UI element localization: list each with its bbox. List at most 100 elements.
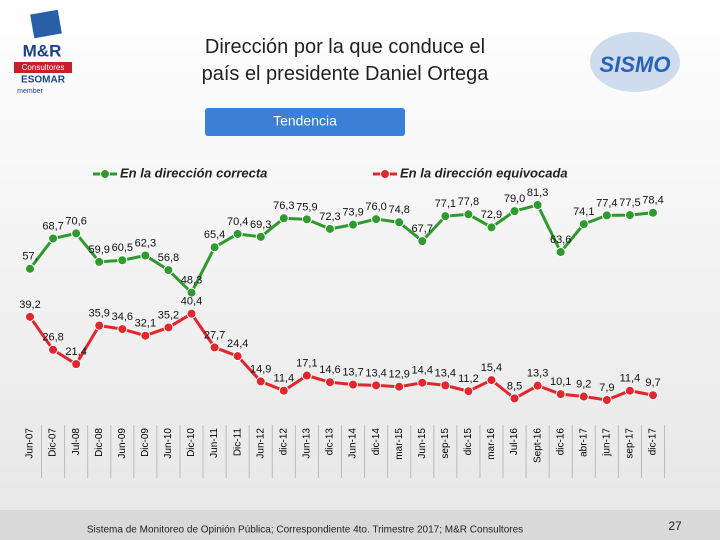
point [209, 342, 220, 353]
point [232, 228, 243, 239]
x-tick-label: Jul-16 [509, 428, 520, 456]
tab-button[interactable] [205, 108, 405, 136]
point [71, 359, 82, 370]
point [394, 381, 405, 392]
point [94, 320, 105, 331]
x-tick-label: sep-15 [440, 428, 451, 459]
x-tick-label: Jun-10 [163, 428, 174, 459]
data-label: 9,2 [576, 378, 591, 390]
data-label: 56,8 [158, 252, 179, 264]
point [48, 233, 59, 244]
point [624, 210, 635, 221]
logo-text: ESOMAR [21, 75, 66, 86]
point [140, 330, 151, 341]
data-label: 11,2 [458, 373, 479, 385]
point [324, 223, 335, 234]
data-label: 65,4 [204, 229, 225, 241]
data-label: 14,6 [319, 364, 340, 376]
data-label: 14,9 [250, 363, 271, 375]
data-label: 57, [22, 251, 37, 263]
tab-label[interactable]: Tendencia [273, 113, 337, 129]
point [486, 375, 497, 386]
data-label: 11,4 [620, 373, 641, 385]
data-label: 35,9 [89, 308, 110, 320]
x-tick-label: dic-17 [648, 428, 659, 456]
point [94, 256, 105, 267]
point [255, 231, 266, 242]
data-label: 59,9 [89, 244, 110, 256]
logo-text: SISMO [600, 52, 671, 77]
point [48, 344, 59, 355]
point [163, 265, 174, 276]
logo-left: M&R Consultores ESOMAR member [14, 9, 72, 95]
point [117, 255, 128, 266]
point [71, 228, 82, 239]
logo-band [14, 62, 72, 73]
chart-title: Dirección por la que conduce el país el p… [202, 36, 490, 85]
point [532, 380, 543, 391]
x-tick-label: mar-15 [394, 428, 405, 460]
footer-bar [0, 510, 720, 540]
point [25, 263, 35, 274]
data-label: 77,8 [458, 196, 479, 208]
x-tick-label: jun-17 [601, 428, 612, 457]
point [578, 391, 589, 402]
data-label: 77,1 [435, 198, 456, 210]
point [348, 219, 359, 230]
point [163, 322, 174, 333]
data-label: 24,4 [227, 338, 248, 350]
point [348, 379, 359, 390]
data-label: 11,4 [274, 373, 295, 385]
x-tick-label: Jun-11 [209, 428, 220, 458]
data-label: 60,5 [112, 242, 133, 254]
data-label: 78,4 [642, 195, 663, 207]
point [555, 389, 566, 400]
point [509, 206, 520, 217]
data-label: 13,7 [342, 366, 363, 378]
data-label: 15,4 [481, 362, 502, 374]
x-tick-label: Sept-16 [532, 428, 543, 463]
data-label: 7,9 [599, 382, 614, 394]
data-label: 32,1 [135, 318, 156, 330]
point [578, 219, 589, 230]
data-label: 13,4 [365, 367, 386, 379]
data-label: 8,5 [507, 380, 522, 392]
data-label: 13,3 [527, 368, 548, 380]
point [532, 200, 543, 210]
data-label: 72,9 [481, 209, 502, 221]
x-tick-label: Dic-11 [232, 428, 243, 457]
data-label: 77,4 [596, 197, 617, 209]
data-label: 39,2 [19, 299, 40, 311]
x-tick-label: Jun-15 [417, 428, 428, 459]
data-label: 12,9 [388, 369, 409, 381]
data-label: 27,7 [204, 329, 225, 341]
point [394, 217, 405, 228]
x-tick-label: sep-17 [625, 428, 636, 459]
data-label: 21,4 [65, 346, 86, 358]
x-tick-label: Jun-07 [25, 428, 36, 459]
point [440, 380, 451, 391]
data-label: 48,3 [181, 275, 202, 287]
data-label: 76,3 [273, 200, 294, 212]
logo-shape [590, 32, 680, 92]
data-label: 26,8 [42, 332, 63, 344]
data-label: 75,9 [296, 201, 317, 213]
point [463, 386, 474, 397]
data-label: 35,2 [158, 309, 179, 321]
point [440, 211, 451, 222]
x-tick-label: dic-16 [555, 428, 566, 456]
point [371, 380, 382, 391]
point [486, 222, 497, 233]
data-label: 14,4 [412, 365, 433, 377]
point [140, 250, 151, 261]
data-label: 67,7 [412, 223, 433, 235]
page-number: 27 [668, 519, 682, 533]
point [209, 242, 220, 253]
x-tick-label: dic-14 [371, 428, 382, 456]
point [417, 377, 428, 388]
point [232, 351, 243, 362]
point [624, 385, 635, 396]
x-tick-label: Dic-07 [48, 428, 59, 457]
data-label: 74,1 [573, 206, 594, 218]
